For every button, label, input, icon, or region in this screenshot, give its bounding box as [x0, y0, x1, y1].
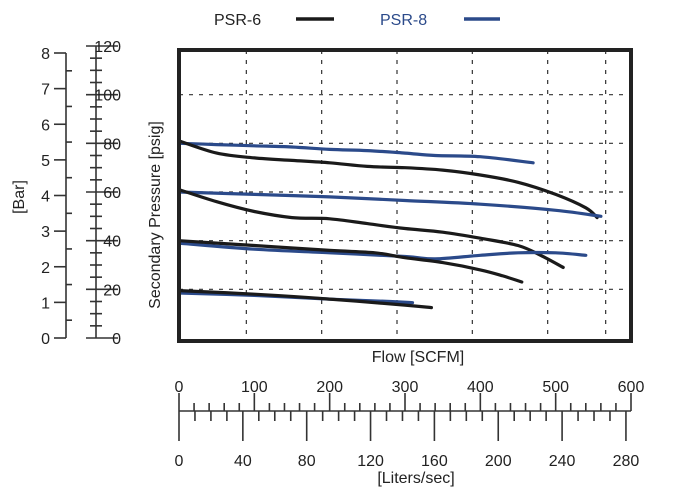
psig-axis: 0 20 40 60 80 100 120 — [86, 39, 121, 348]
bar-tick-label: 6 — [41, 117, 50, 134]
liters-tick-label: 240 — [549, 453, 576, 470]
bar-tick-label: 2 — [41, 260, 50, 277]
y-tick-label: 100 — [94, 88, 121, 105]
x-tick-label: 500 — [542, 379, 569, 396]
bar-tick-label: 4 — [41, 189, 50, 206]
liters-tick-label: 160 — [421, 453, 448, 470]
series-line-psr8-0 — [177, 141, 535, 165]
liters-axis-label: [Liters/sec] — [377, 470, 454, 487]
bar-tick-label: 7 — [41, 82, 50, 99]
bar-axis-label: [Bar] — [11, 180, 28, 214]
series-line-psr6-1 — [177, 139, 599, 220]
series-line-psr8-4 — [177, 241, 588, 261]
liters-tick-label: 200 — [485, 453, 512, 470]
bar-tick-label: 3 — [41, 224, 50, 241]
plot-frame — [177, 48, 633, 343]
x-tick-label: 200 — [316, 379, 343, 396]
bar-tick-label: 8 — [41, 46, 50, 63]
x-axis-label: Flow [SCFM] — [372, 349, 464, 366]
liters-tick-label: 280 — [613, 453, 640, 470]
liters-tick-label: 40 — [234, 453, 252, 470]
y-axis-label: Secondary Pressure [psig] — [147, 121, 164, 309]
legend-label-psr8: PSR-8 — [380, 12, 427, 29]
liters-tick-label: 120 — [357, 453, 384, 470]
x-tick-label: 100 — [241, 379, 268, 396]
liters-axis: 0 40 80 120 160 200 240 280 — [175, 411, 640, 470]
bar-tick-label: 1 — [41, 295, 50, 312]
legend: PSR-6 PSR-8 — [214, 12, 500, 29]
bar-axis: 0 1 2 3 4 5 6 7 8 — [41, 46, 72, 348]
series-line-psr6-3 — [177, 188, 565, 269]
series — [177, 139, 603, 310]
bar-tick-label: 5 — [41, 153, 50, 170]
x-tick-label: 600 — [618, 379, 645, 396]
liters-tick-label: 80 — [298, 453, 316, 470]
y-tick-label: 0 — [112, 331, 121, 348]
y-tick-label: 20 — [103, 282, 121, 299]
y-tick-label: 60 — [103, 185, 121, 202]
legend-label-psr6: PSR-6 — [214, 12, 261, 29]
series-line-psr6-5 — [177, 239, 524, 284]
series-line-psr6-7 — [177, 289, 433, 310]
x-tick-label: 400 — [467, 379, 494, 396]
bar-tick-label: 0 — [41, 331, 50, 348]
y-tick-label: 120 — [94, 39, 121, 56]
liters-tick-label: 0 — [175, 453, 184, 470]
y-tick-label: 40 — [103, 234, 121, 251]
x-axis: 0 100 200 300 400 500 600 — [175, 379, 645, 412]
x-tick-label: 300 — [392, 379, 419, 396]
series-line-psr8-2 — [177, 190, 603, 218]
x-tick-label: 0 — [175, 379, 184, 396]
y-tick-label: 80 — [103, 136, 121, 153]
